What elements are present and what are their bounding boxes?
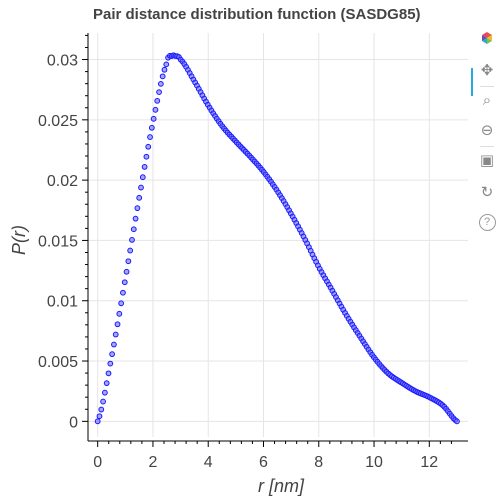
axes: 0 0.005 0.01 0.015 0.02 0.025 0.03 0 2 4 6 8 10 12 — [38, 33, 468, 471]
data-point — [107, 360, 114, 367]
data-point — [114, 321, 121, 328]
data-point — [120, 289, 126, 296]
data-point — [96, 413, 103, 420]
grid — [88, 33, 468, 437]
data-point — [127, 247, 134, 254]
y-tick-label: 0 — [69, 414, 78, 431]
y-tick-label: 0.02 — [47, 173, 78, 190]
data-point — [152, 106, 159, 113]
reset-icon[interactable]: ↻ — [480, 183, 494, 201]
chart-title: Pair distance distribution function (SAS… — [93, 6, 421, 23]
y-tick-label: 0.025 — [38, 113, 78, 130]
data-point — [112, 331, 119, 338]
data-point — [156, 89, 162, 96]
y-tick-label: 0.015 — [38, 233, 78, 250]
x-axis-label: r [nm] — [258, 476, 305, 496]
pr-chart: Pair distance distribution function (SAS… — [9, 6, 468, 496]
data-point — [134, 205, 141, 212]
data-point — [94, 418, 101, 425]
data-point — [143, 153, 150, 160]
data-point — [145, 143, 152, 150]
pan-icon[interactable]: ✥ — [480, 61, 494, 79]
data-point — [163, 61, 170, 68]
data-point — [157, 80, 164, 87]
data-point — [139, 174, 146, 181]
data-point — [125, 258, 132, 265]
data-point — [147, 134, 153, 140]
box-zoom-icon[interactable]: ⌕ — [482, 91, 492, 109]
bokeh-logo-shape — [482, 32, 492, 44]
x-tick-label: 4 — [204, 454, 213, 471]
data-point — [98, 406, 105, 413]
data-point — [161, 66, 168, 73]
data-point — [159, 73, 166, 80]
y-tick-label: 0.03 — [47, 53, 78, 70]
y-axis-label: P(r) — [9, 225, 29, 255]
active-tool-indicator — [471, 68, 473, 96]
x-tick-label: 2 — [148, 454, 157, 471]
bokeh-logo-icon — [477, 30, 497, 50]
data-point — [129, 237, 135, 243]
toolbar: ✥ ⌕ ⊖ ▣ ↻? — [470, 28, 500, 268]
data-point — [105, 370, 112, 377]
help-icon[interactable]: ? — [477, 212, 497, 232]
data-point — [148, 124, 155, 131]
data-point — [101, 389, 108, 396]
data-point — [150, 115, 157, 122]
data-point — [123, 268, 130, 275]
data-point — [130, 226, 137, 233]
data-points — [94, 52, 460, 425]
data-point — [100, 398, 106, 405]
data-point — [116, 310, 123, 317]
save-icon[interactable]: ▣ — [479, 151, 495, 169]
x-tick-label: 0 — [93, 454, 102, 471]
data-point — [454, 418, 460, 425]
y-tick-label: 0.005 — [38, 354, 78, 371]
data-point — [138, 184, 144, 191]
x-tick-label: 10 — [365, 454, 383, 471]
x-tick-label: 12 — [420, 454, 438, 471]
x-tick-label: 8 — [314, 454, 323, 471]
wheel-zoom-icon[interactable]: ⊖ — [480, 121, 494, 139]
toolbar-separator — [480, 86, 494, 87]
data-point — [111, 341, 117, 348]
data-point — [121, 279, 128, 286]
data-point — [154, 97, 161, 104]
x-tick-label: 6 — [259, 454, 268, 471]
data-point — [118, 300, 125, 307]
data-point — [103, 380, 110, 387]
data-point — [136, 194, 143, 201]
data-point — [109, 351, 116, 358]
toolbar-separator — [480, 146, 494, 147]
data-point — [132, 215, 139, 222]
y-tick-label: 0.01 — [47, 294, 78, 311]
data-point — [141, 164, 148, 170]
